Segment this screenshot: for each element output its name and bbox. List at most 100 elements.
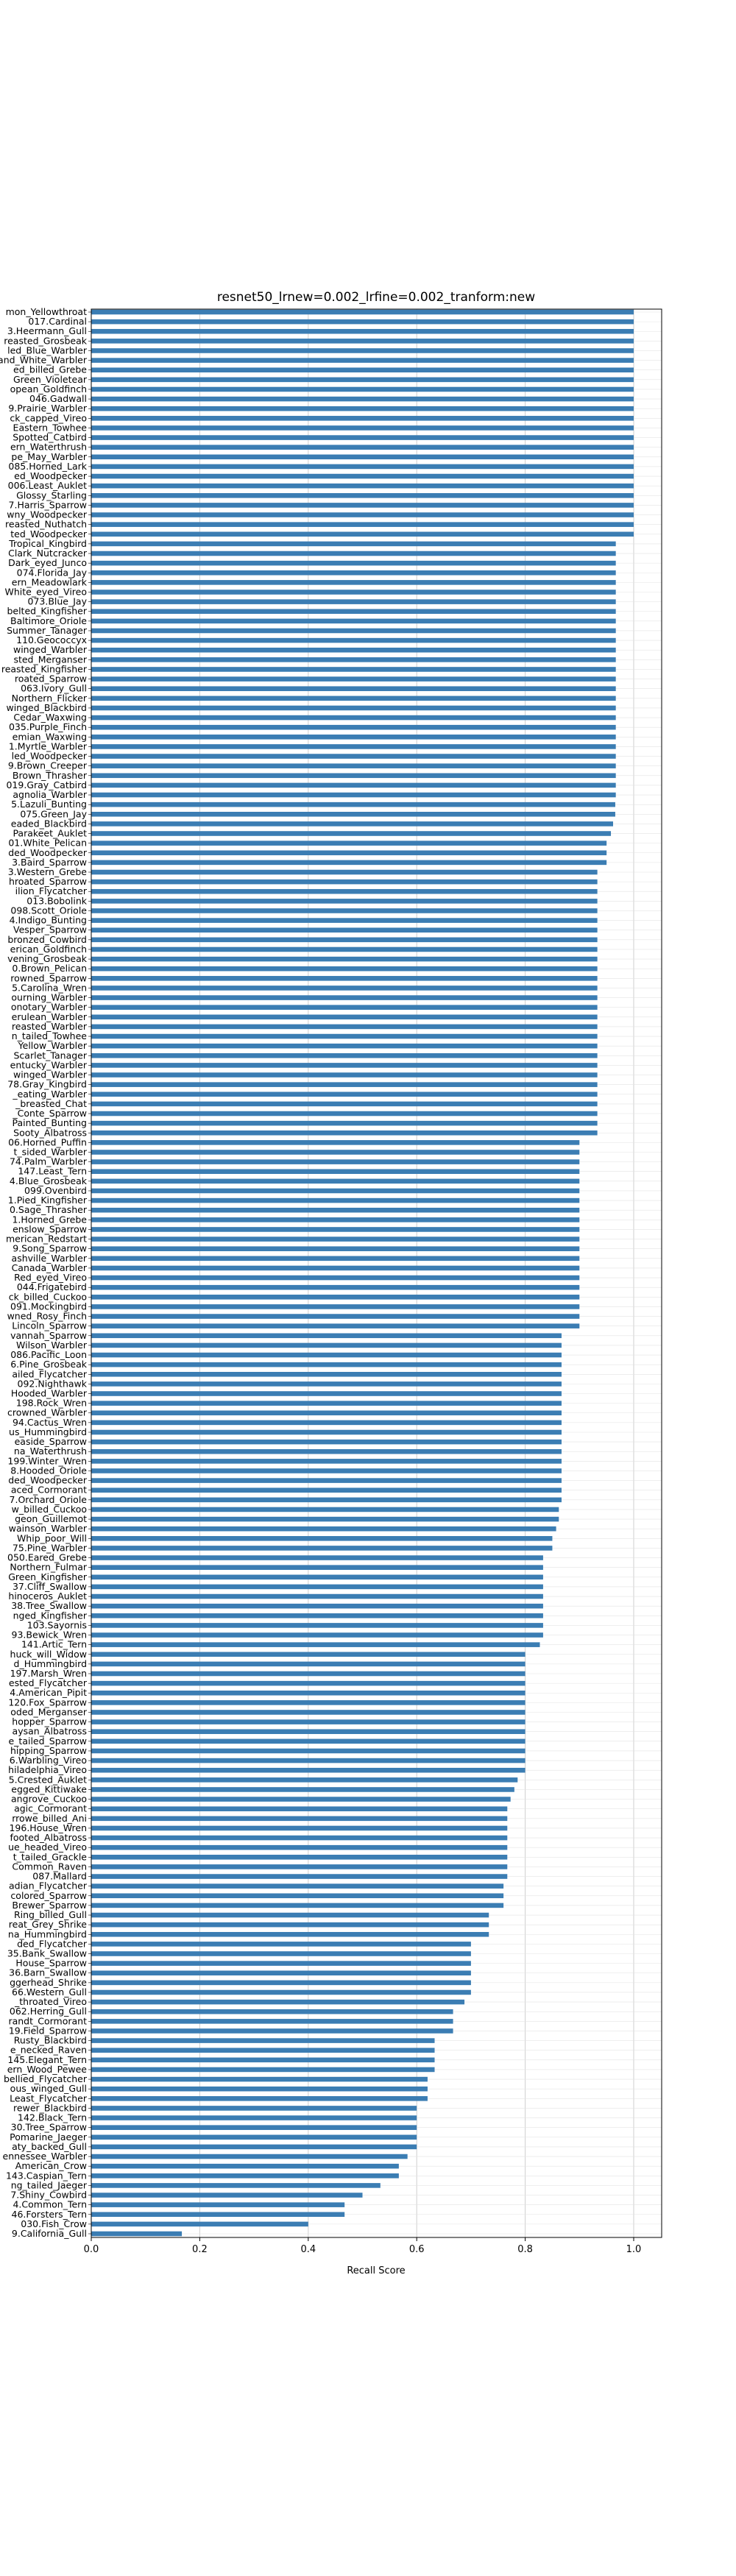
bar (91, 2163, 399, 2169)
y-tick-label: 38.Tree_Swallow (11, 1600, 87, 1611)
bar (91, 1005, 598, 1010)
y-tick-label: crowned_Warbler (7, 1407, 88, 1418)
y-tick-label: ested_Flycatcher (9, 1677, 88, 1688)
y-tick-label: 0.Sage_Thrasher (10, 1204, 88, 1215)
y-tick-label: Green_Violetear (13, 374, 88, 385)
bar (91, 377, 634, 383)
bar (91, 735, 616, 740)
bar (91, 1024, 598, 1030)
y-tick-label: Parakeet_Auklet (13, 828, 87, 839)
plot-frame (91, 308, 662, 2238)
bar (91, 763, 616, 768)
bar (91, 792, 616, 798)
bar (91, 744, 616, 749)
y-tick-label: 062.Herring_Gull (10, 2006, 87, 2017)
y-tick-label: 4.American_Pipit (10, 1687, 87, 1698)
y-tick-label: randt_Cormorant (8, 2015, 87, 2026)
y-tick-label: na_Waterthrush (14, 1446, 87, 1457)
bar (91, 1101, 598, 1107)
y-tick-label: oded_Merganser (10, 1706, 88, 1717)
bar (91, 1680, 526, 1686)
y-tick-label: wny_Woodpecker (7, 509, 88, 520)
y-tick-label: enslow_Sparrow (13, 1223, 87, 1234)
bar (91, 1883, 504, 1889)
bar (91, 1980, 471, 1986)
bar (91, 493, 634, 498)
y-tick-label: winged_Warbler (13, 644, 88, 655)
bar (91, 946, 598, 952)
bar (91, 2009, 453, 2014)
y-tick-label: onotary_Warbler (11, 1002, 88, 1013)
bar (91, 831, 612, 836)
y-tick-label: w_billed_Cuckoo (12, 1504, 87, 1515)
y-tick-label: 099.Ovenbird (24, 1185, 87, 1196)
bar (91, 966, 598, 972)
y-tick-label: reasted_Nuthatch (5, 519, 87, 530)
y-tick-label: agnolia_Warbler (13, 789, 87, 800)
y-tick-label: 94.Cactus_Wren (13, 1417, 87, 1428)
y-tick-label: Wilson_Warbler (16, 1340, 88, 1351)
bar (91, 1603, 543, 1609)
bar (91, 2183, 381, 2188)
y-tick-label: 9.Song_Sparrow (13, 1243, 87, 1254)
bar (91, 754, 616, 759)
y-tick-label: Brown_Thrasher (13, 770, 88, 781)
y-tick-label: 5.Crested_Auklet (9, 1774, 87, 1785)
bar (91, 1623, 543, 1628)
bar (91, 1690, 526, 1696)
y-tick-label: 3.Heermann_Gull (7, 325, 87, 336)
bar (91, 927, 598, 933)
y-tick-label: opean_Goldfinch (10, 383, 87, 394)
bar (91, 676, 616, 682)
y-tick-label: House_Sparrow (15, 1958, 87, 1969)
bar (91, 2173, 399, 2179)
bar (91, 454, 634, 460)
bar (91, 1468, 562, 1473)
y-tick-label: Green_Kingfisher (8, 1571, 88, 1582)
bar (91, 1391, 562, 1396)
bar (91, 1217, 580, 1222)
y-tick-label: Tropical_Kingbird (8, 538, 87, 549)
y-tick-label: _throated_Vireo (14, 1996, 87, 2007)
bar (91, 386, 634, 392)
y-tick-label: reasted_Warbler (12, 1021, 88, 1032)
y-tick-label: entucky_Warbler (10, 1059, 88, 1070)
y-tick-label: 30.Tree_Sparrow (11, 2122, 87, 2133)
y-tick-label: ded_Flycatcher (17, 1938, 88, 1949)
bar (91, 1043, 598, 1049)
y-tick-label: vening_Grosbeak (7, 953, 88, 964)
bar (91, 1671, 526, 1677)
bar (91, 1806, 508, 1811)
bar (91, 416, 634, 421)
bar (91, 1371, 562, 1377)
y-tick-label: 6.Pine_Grosbeak (10, 1359, 88, 1370)
bar (91, 1275, 580, 1281)
y-tick-label: ilion_Flycatcher (15, 885, 88, 896)
bar (91, 1632, 543, 1638)
bar (91, 503, 634, 508)
bar (91, 1130, 598, 1136)
y-tick-label: angrove_Cuckoo (11, 1794, 87, 1805)
bar (91, 2125, 417, 2130)
y-tick-label: Painted_Bunting (13, 1117, 87, 1128)
y-tick-label: 017.Cardinal (28, 316, 87, 327)
y-tick-label: rrowe_billed_Ani (12, 1813, 87, 1824)
bar (91, 473, 634, 479)
y-tick-label: ggerhead_Shrike (10, 1977, 87, 1988)
bar (91, 1352, 562, 1358)
y-tick-label: us_Hummingbird (9, 1426, 87, 1437)
bar (91, 396, 634, 402)
bar (91, 1516, 559, 1522)
bar (91, 1381, 562, 1387)
y-tick-label: 030.Fish_Crow (21, 2218, 87, 2229)
bar (91, 937, 598, 943)
bar (91, 850, 607, 856)
bar (91, 724, 616, 730)
bar (91, 1961, 471, 1966)
bar (91, 609, 616, 615)
bar (91, 1401, 562, 1406)
y-tick-label: _eating_Warbler (12, 1089, 88, 1100)
y-tick-label: 085.Horned_Lark (8, 461, 87, 472)
bar (91, 1719, 526, 1724)
